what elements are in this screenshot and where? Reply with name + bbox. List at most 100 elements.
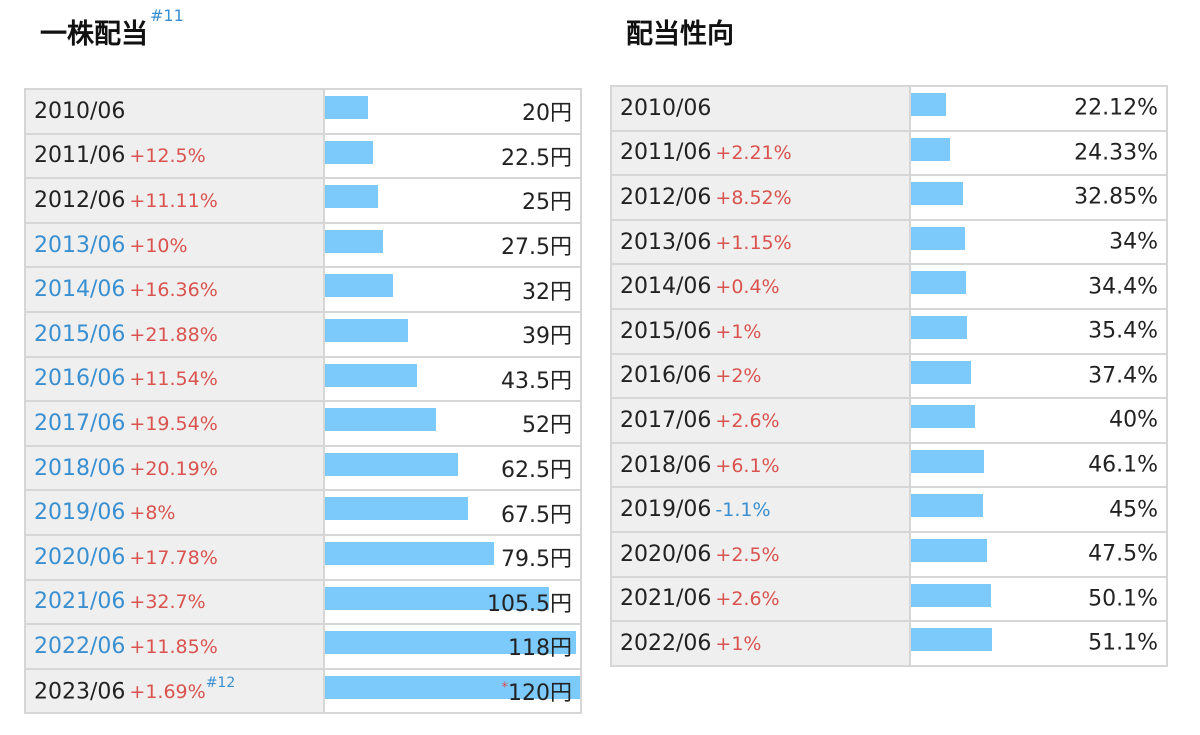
value-cell: 47.5% [909,530,1168,578]
row-label: 2015/06 +21.88% [24,310,325,358]
row-label: 2011/06 +2.21% [610,129,911,177]
change-label: +20.19% [129,457,218,480]
bar [325,408,436,432]
value-label: 25円 [522,184,572,216]
row-label: 2020/06 +17.78% [24,533,325,581]
row-label: 2020/06 +2.5% [610,530,911,578]
change-label: +12.5% [129,145,206,168]
value-text: 24.33% [1074,140,1158,166]
value-text: 120円 [508,681,572,707]
value-cell: 40% [909,397,1168,444]
value-label: 118円 [508,630,572,662]
bar [325,274,393,298]
value-text: 39円 [522,324,572,350]
value-label: 46.1% [1088,453,1158,478]
value-label: 50.1% [1088,586,1158,611]
year-label[interactable]: 2013/06 [34,232,126,258]
year-label[interactable]: 2015/06 [34,321,126,347]
year-label[interactable]: 2016/06 [34,366,126,392]
value-cell: 62.5円 [323,444,582,492]
value-cell: 67.5円 [323,489,582,536]
row-label: 2017/06 +19.54% [24,400,325,447]
row-label: 2018/06 +20.19% [24,444,325,492]
change-label: +1% [715,632,762,655]
value-cell: 22.12% [909,85,1168,132]
row-label: 2019/06 +8% [24,489,325,536]
bar [325,229,383,253]
value-label: 35.4% [1088,319,1158,344]
bar [911,360,971,384]
value-text: 27.5円 [501,235,572,261]
row-label: 2017/06 +2.6% [610,397,911,444]
year-label: 2020/06 [620,541,712,567]
change-label: +32.7% [129,591,206,614]
title-note-link[interactable]: #11 [150,6,184,25]
year-label: 2010/06 [34,98,126,124]
year-label[interactable]: 2017/06 [34,410,126,436]
table-row: 2012/06 +11.11% 25円 [24,177,582,224]
value-label: 27.5円 [501,229,572,261]
value-cell: 52円 [323,400,582,447]
value-text: 32円 [522,279,572,305]
table-row: 2017/06 +19.54% 52円 [24,400,582,447]
value-text: 40% [1109,407,1158,433]
value-text: 32.85% [1074,184,1158,210]
value-text: 79.5円 [501,547,572,573]
bar [911,405,975,429]
table-row: 2012/06 +8.52% 32.85% [610,174,1168,221]
year-label: 2019/06 [620,497,712,523]
year-label[interactable]: 2019/06 [34,500,126,526]
value-label: 52円 [522,407,572,439]
value-cell: 105.5円 [323,578,582,626]
value-label: 37.4% [1088,363,1158,388]
change-label: +16.36% [129,279,218,302]
table-row: 2014/06 +16.36% 32円 [24,266,582,313]
table-row: 2016/06 +2% 37.4% [610,352,1168,400]
table-row: 2021/06 +32.7% 105.5円 [24,578,582,626]
change-label: +2.21% [715,142,792,165]
change-label: +11.85% [129,635,218,658]
change-label: +1.15% [715,231,792,254]
year-label[interactable]: 2022/06 [34,633,126,659]
year-label: 2018/06 [620,452,712,478]
value-cell: 25円 [323,177,582,224]
table-row: 2015/06 +21.88% 39円 [24,310,582,358]
year-label[interactable]: 2021/06 [34,589,126,615]
value-text: 47.5% [1088,541,1158,567]
bar [325,675,580,699]
value-text: 22.12% [1074,95,1158,121]
bar [325,586,549,610]
value-label: 20円 [522,95,572,127]
value-text: 20円 [522,101,572,127]
value-mark: * [501,680,509,696]
row-label: 2010/06 [24,88,325,135]
bar [325,631,576,655]
value-cell: 22.5円 [323,132,582,180]
bar [911,226,965,250]
change-label: +10% [129,234,188,257]
bar [911,93,946,116]
change-label: +1.69% [129,681,206,704]
row-label: 2012/06 +11.11% [24,177,325,224]
table-row: 2011/06 +12.5% 22.5円 [24,132,582,180]
value-text: 50.1% [1088,586,1158,612]
bar [911,137,950,161]
change-label: +6.1% [715,454,780,477]
year-label[interactable]: 2018/06 [34,455,126,481]
bar [325,363,417,387]
year-label: 2023/06 [34,679,126,705]
year-label[interactable]: 2020/06 [34,544,126,570]
year-label[interactable]: 2014/06 [34,277,126,303]
row-label: 2013/06 +1.15% [610,218,911,266]
row-label: 2015/06 +1% [610,307,911,355]
row-label: 2011/06 +12.5% [24,132,325,180]
change-label: +21.88% [129,323,218,346]
value-cell: 34.4% [909,263,1168,310]
change-label: +8% [129,502,176,525]
year-label: 2022/06 [620,630,712,656]
value-label: 32.85% [1074,185,1158,210]
value-cell: *120円 [323,667,582,715]
row-note-link[interactable]: #12 [205,674,236,691]
value-cell: 118円 [323,623,582,670]
value-text: 51.1% [1088,630,1158,656]
